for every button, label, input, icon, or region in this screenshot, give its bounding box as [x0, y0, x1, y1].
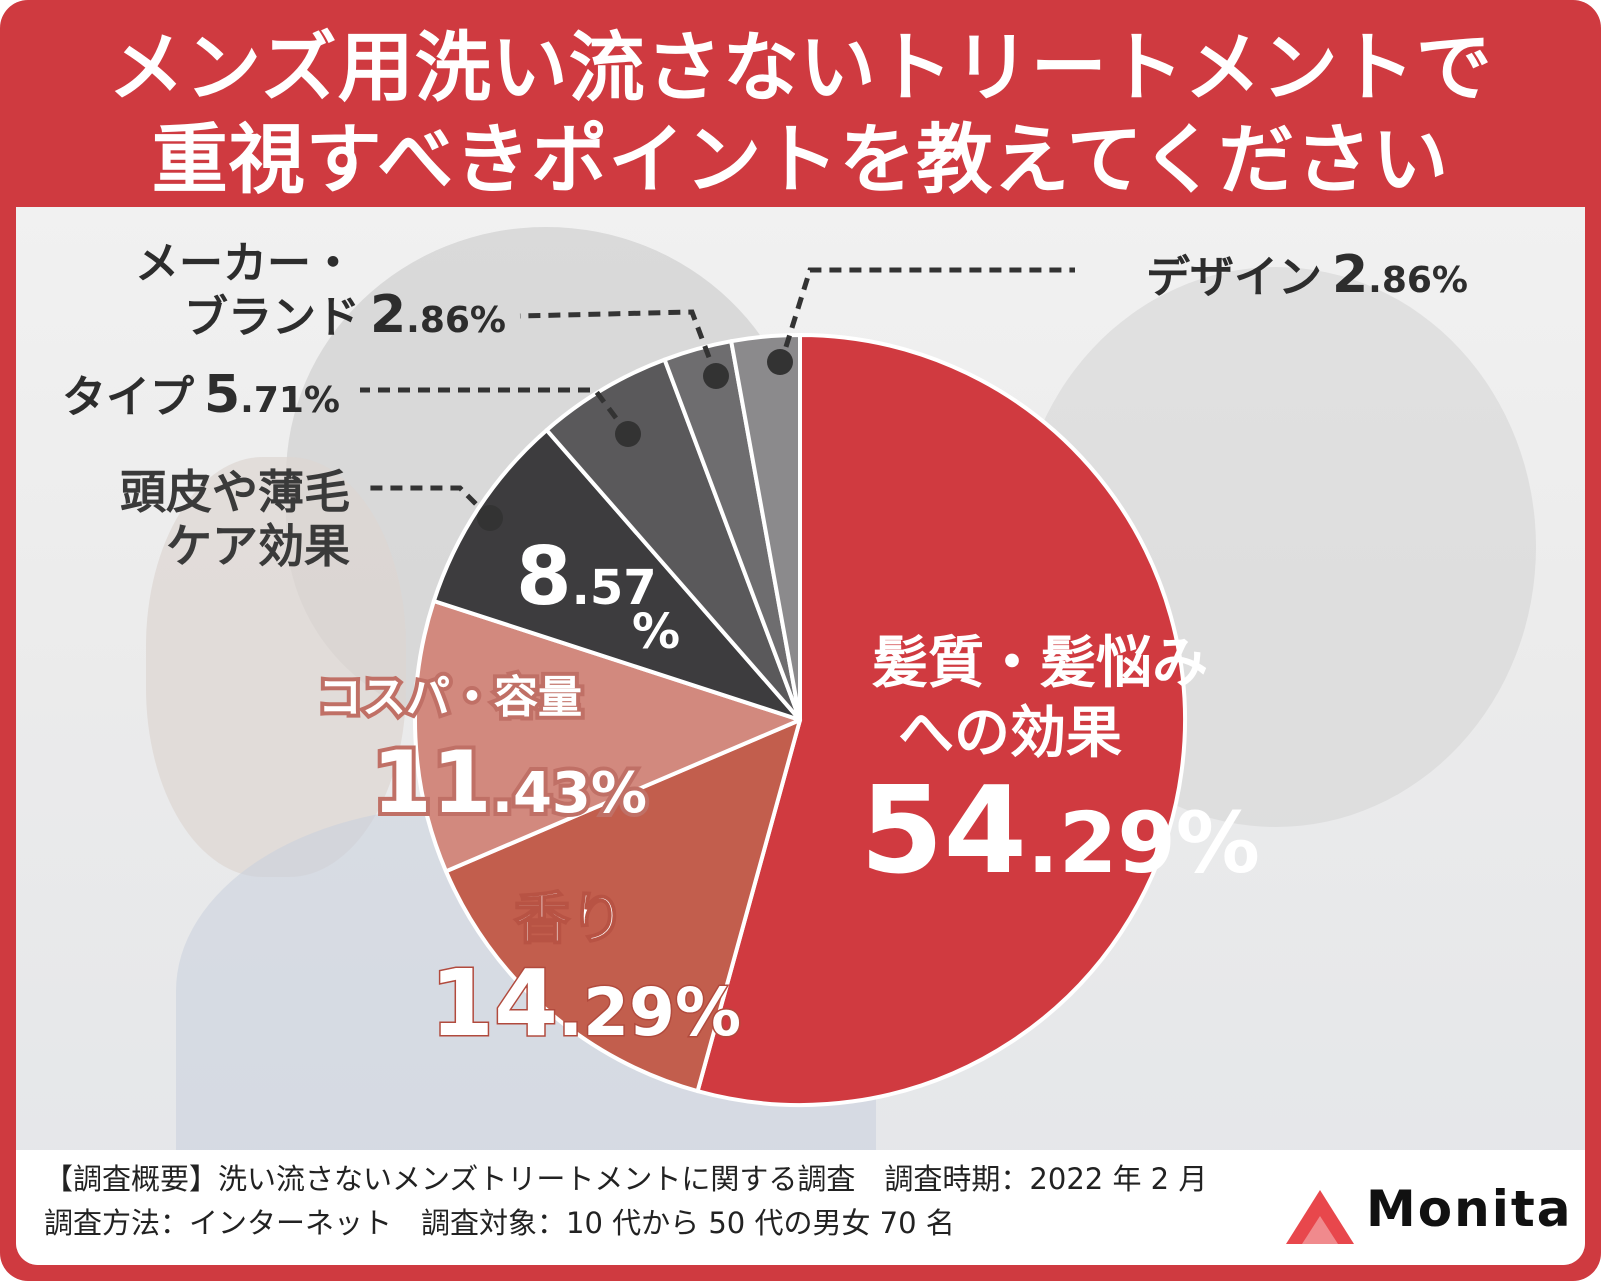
- survey-summary-line1: 【調査概要】洗い流さないメンズトリートメントに関する調査 調査時期：2022 年…: [44, 1162, 1208, 1196]
- chart-title: メンズ用洗い流さないトリートメントで 重視すべきポイントを教えてください: [0, 22, 1601, 206]
- title-line-1: メンズ用洗い流さないトリートメントで: [108, 23, 1493, 112]
- label-hair-line2: への効果: [898, 701, 1122, 766]
- pie-slice-6: [729, 333, 802, 722]
- value-cost-int: 11: [372, 733, 492, 833]
- leader-line-type: [360, 387, 630, 436]
- logo-triangle-notch: [1302, 1216, 1338, 1244]
- dot-type: [615, 421, 641, 447]
- label-design-name: デザイン: [1146, 252, 1322, 303]
- value-scalp-int: 8: [516, 530, 572, 623]
- label-hair-line1: 髪質・髪悩み: [872, 631, 1208, 696]
- leader-line-scalp: [370, 485, 492, 520]
- background-hand: [146, 457, 406, 877]
- leader-line-maker: [519, 309, 719, 377]
- pie-slice-4: [544, 357, 802, 722]
- value-scalp-dec: .57: [572, 560, 657, 616]
- label-scalp-line1: 頭皮や薄毛: [120, 465, 350, 519]
- label-maker-line1: メーカー・: [135, 238, 355, 289]
- label-maker-name: ブランド: [184, 292, 360, 343]
- label-type-name: タイプ: [62, 372, 194, 423]
- value-type-int: 5: [204, 365, 240, 425]
- label-scent: 香り: [514, 887, 626, 952]
- survey-summary-line2: 調査方法：インターネット 調査対象：10 代から 50 代の男女 70 名: [44, 1206, 955, 1240]
- pie-slice-3: [431, 428, 802, 722]
- value-design-dec: .86%: [1368, 260, 1468, 301]
- leader-dots: [477, 349, 793, 531]
- dot-maker: [703, 363, 729, 389]
- value-type-dec: .71%: [240, 380, 340, 421]
- label-design: デザイン 2.86%: [1146, 245, 1468, 305]
- label-maker-line2: ブランド 2.86%: [184, 285, 506, 345]
- value-hair-int: 54: [860, 762, 1027, 901]
- pie-slice-1: [443, 718, 802, 1094]
- value-design-int: 2: [1332, 245, 1368, 305]
- value-scent-int: 14: [430, 950, 558, 1057]
- value-hair-dec: .29%: [1027, 794, 1260, 892]
- label-scalp-line2: ケア効果: [166, 519, 350, 573]
- value-scent-dec: .29%: [558, 974, 741, 1051]
- label-type: タイプ 5.71%: [62, 365, 340, 425]
- value-cost: 11.43%: [372, 733, 647, 833]
- logo-mark-icon: [1286, 1190, 1354, 1244]
- value-maker-int: 2: [370, 285, 406, 345]
- pie-slice-2: [413, 598, 802, 874]
- logo-text: Monita: [1366, 1180, 1573, 1238]
- pie-slices: [413, 333, 1187, 1107]
- value-maker-dec: .86%: [406, 300, 506, 341]
- value-scent: 14.29%: [430, 950, 741, 1057]
- value-scalp: 8.57: [516, 530, 657, 623]
- dot-design: [767, 349, 793, 375]
- leader-lines: [360, 267, 1075, 520]
- value-scalp-percent: %: [632, 604, 680, 660]
- leader-line-design: [777, 267, 1075, 367]
- dot-scalp: [477, 505, 503, 531]
- value-cost-dec: .43%: [492, 761, 647, 826]
- title-line-2: 重視すべきポイントを教えてください: [151, 115, 1450, 204]
- value-hair: 54.29%: [860, 762, 1260, 901]
- pie-slice-0: [695, 333, 1187, 1107]
- label-cost: コスパ・容量: [318, 672, 582, 723]
